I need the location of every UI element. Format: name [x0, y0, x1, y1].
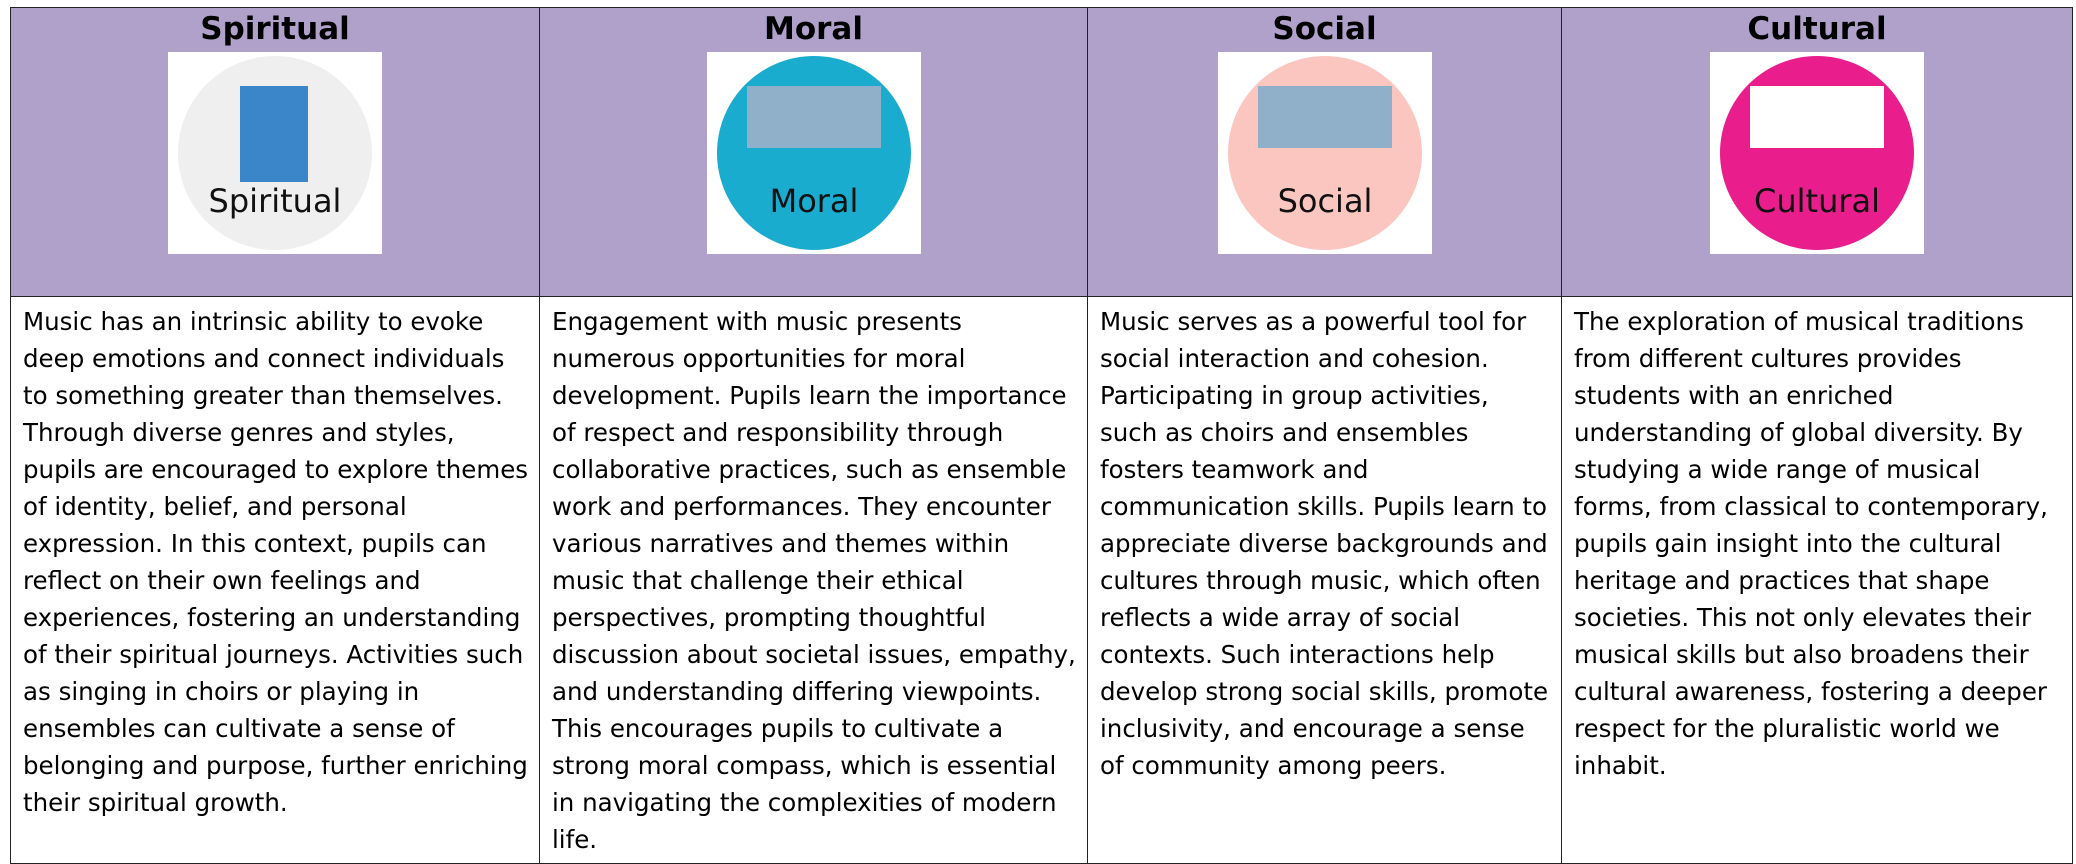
icon-picture: [1257, 86, 1392, 148]
icon: Spiritual: [168, 52, 382, 254]
icon: Moral: [706, 52, 921, 254]
icon-label: Spiritual: [209, 182, 342, 220]
smsc-table: Spiritual Spiritual Moral Moral Social Social…: [10, 7, 2073, 864]
icon-picture: [746, 86, 881, 148]
column-text: The exploration of musical traditions fr…: [1561, 296, 2073, 864]
body-row: Music has an intrinsic ability to evoke …: [10, 296, 2073, 864]
column-text: Engagement with music presents numerous …: [539, 296, 1088, 864]
icon: Cultural: [1710, 52, 1924, 254]
column-text: Music has an intrinsic ability to evoke …: [10, 296, 540, 864]
column-text: Music serves as a powerful tool for soci…: [1087, 296, 1562, 864]
column-title: Moral: [764, 11, 863, 47]
icon-picture: [240, 86, 308, 182]
header-cell: Social Social: [1087, 7, 1562, 297]
column-title: Cultural: [1747, 11, 1887, 47]
icon-circle: [1227, 56, 1422, 250]
column-title: Spiritual: [200, 11, 350, 47]
header-cell: Spiritual Spiritual: [10, 7, 540, 297]
icon-circle: [1720, 56, 1914, 250]
icon-circle: [716, 56, 911, 250]
icon-label: Cultural: [1754, 182, 1880, 220]
icon-label: Moral: [769, 182, 858, 220]
icon-label: Social: [1277, 182, 1372, 220]
icon-picture: [1750, 86, 1884, 148]
header-row: Spiritual Spiritual Moral Moral Social Social…: [10, 7, 2073, 297]
icon: Social: [1217, 52, 1432, 254]
header-cell: Cultural Cultural: [1561, 7, 2073, 297]
header-cell: Moral Moral: [539, 7, 1088, 297]
column-title: Social: [1272, 11, 1377, 47]
